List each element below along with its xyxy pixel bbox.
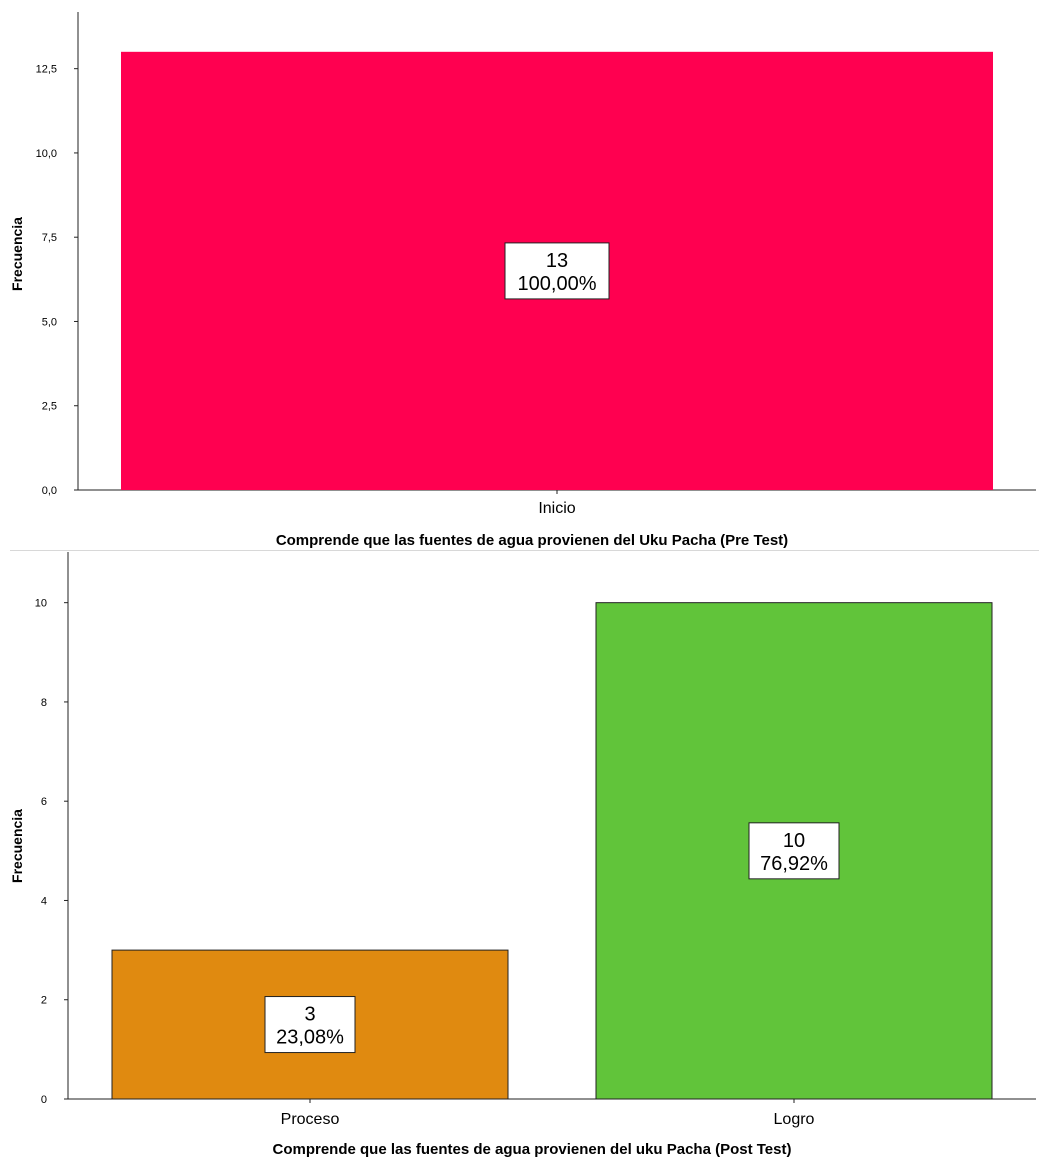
x-axis-label: Comprende que las fuentes de agua provie… — [272, 1141, 791, 1158]
x-tick-label: Proceso — [281, 1111, 340, 1128]
data-label-count: 10 — [783, 830, 805, 852]
y-tick-label: 0,0 — [42, 485, 57, 497]
y-tick-label: 10 — [35, 598, 47, 610]
y-tick-label: 6 — [41, 796, 47, 808]
pre-test-chart-svg: 0,0 2,5 5,0 7,5 10,0 12,5 Frecuencia Inicio 1310… — [9, 12, 1036, 549]
data-label-box — [748, 822, 840, 880]
data-label-box — [264, 996, 356, 1054]
y-tick-label: 12,5 — [36, 64, 57, 76]
data-label-percent: 76,92% — [760, 853, 828, 875]
y-axis-label: Frecuencia — [9, 217, 25, 291]
y-tick-label: 7,5 — [42, 232, 57, 244]
x-tick-label: Logro — [774, 1111, 815, 1128]
data-label-percent: 23,08% — [276, 1027, 344, 1049]
y-axis-label: Frecuencia — [9, 809, 25, 883]
data-label-percent: 100,00% — [518, 273, 597, 295]
data-label-box — [504, 242, 610, 300]
y-tick-label: 5,0 — [42, 316, 57, 328]
pre-test-chart: 0,0 2,5 5,0 7,5 10,0 12,5 Frecuencia Inicio 13 10… — [0, 0, 1039, 550]
x-tick-label: Inicio — [538, 500, 575, 517]
y-tick-label: 10,0 — [36, 148, 57, 160]
y-tick-label: 0 — [41, 1094, 47, 1106]
x-axis-label: Comprende que las fuentes de agua provie… — [276, 532, 788, 549]
y-tick-label: 4 — [41, 895, 47, 907]
chart-divider — [10, 550, 1039, 551]
y-tick-label: 2,5 — [42, 401, 57, 413]
data-label-count: 3 — [304, 1004, 315, 1026]
y-tick-label: 2 — [41, 995, 47, 1007]
data-label-count: 13 — [546, 250, 568, 272]
post-test-chart-svg: 0246810FrecuenciaProceso323,08%Logro1076… — [9, 552, 1036, 1158]
y-tick-label: 8 — [41, 697, 47, 709]
post-test-chart: 0 2 4 6 8 10 Frecuencia Proceso 3 23,08% Logro 10 76… — [0, 550, 1039, 1169]
